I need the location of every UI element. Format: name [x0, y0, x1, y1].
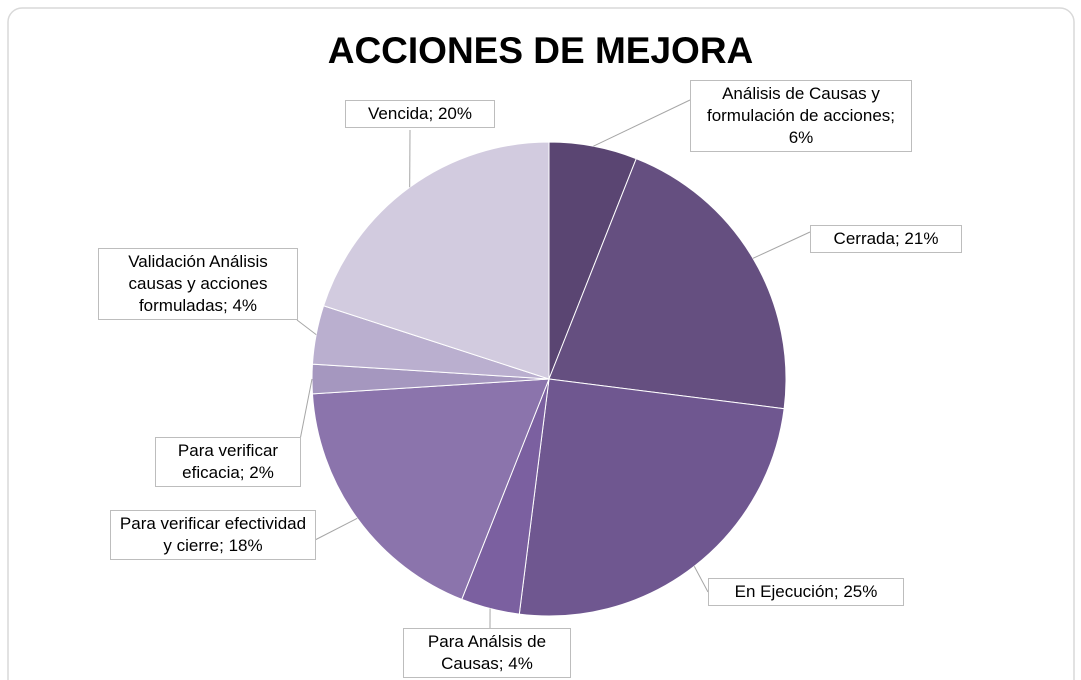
leader-line: [296, 319, 317, 335]
data-label: Cerrada; 21%: [810, 225, 962, 253]
leader-line: [752, 231, 811, 259]
data-label: Para verificar eficacia; 2%: [155, 437, 301, 487]
data-label: Análisis de Causas y formulación de acci…: [690, 80, 912, 152]
chart-title: ACCIONES DE MEJORA: [327, 30, 754, 71]
pie-slice: [322, 141, 550, 380]
data-label: En Ejecución; 25%: [708, 578, 904, 606]
data-label: Vencida; 20%: [345, 100, 495, 128]
pie-slice: [518, 378, 785, 617]
leader-line: [593, 99, 691, 147]
leader-line: [314, 517, 358, 541]
pie-slice: [548, 157, 787, 410]
data-label: Para Análsis de Causas; 4%: [403, 628, 571, 678]
leader-line: [299, 378, 313, 441]
data-label: Para verificar efectividad y cierre; 18%: [110, 510, 316, 560]
leader-line: [693, 566, 709, 593]
data-label: Validación Análisis causas y acciones fo…: [98, 248, 298, 320]
pie-slice: [311, 378, 550, 601]
